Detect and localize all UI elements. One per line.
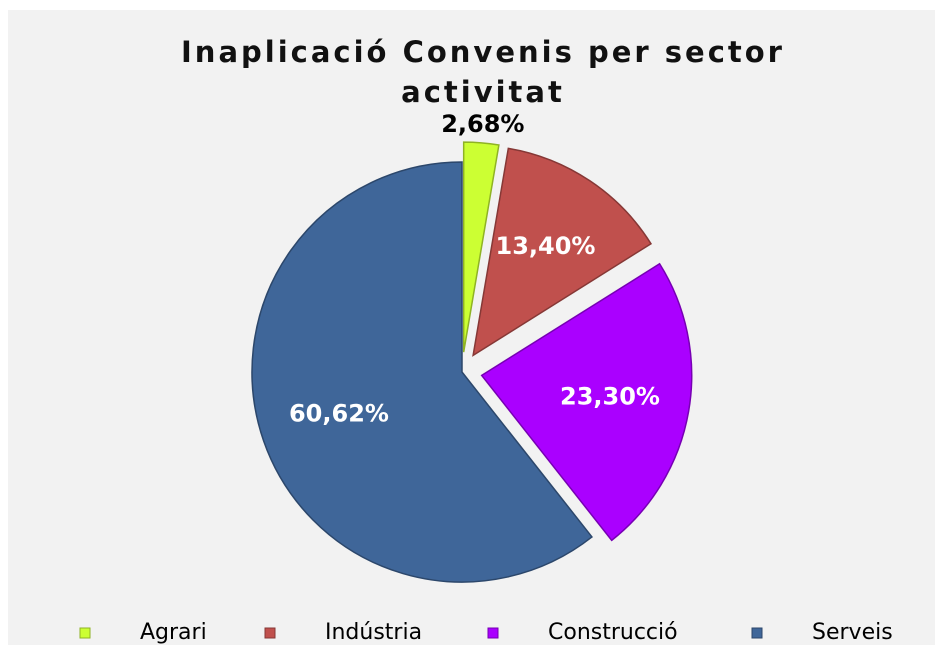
legend-label: Construcció xyxy=(548,620,678,645)
legend-marker xyxy=(264,627,276,639)
data-label: 23,30% xyxy=(560,383,660,411)
legend-label: Indústria xyxy=(325,620,422,645)
pie-slice xyxy=(462,141,500,353)
data-label: 60,62% xyxy=(289,400,389,428)
data-label: 13,40% xyxy=(496,232,596,260)
legend-label: Agrari xyxy=(140,620,207,645)
pie-slice xyxy=(472,147,653,357)
legend-marker xyxy=(79,627,91,639)
legend-label: Serveis xyxy=(812,620,893,645)
legend-marker xyxy=(487,627,499,639)
pie-slice xyxy=(251,161,594,583)
data-label: 2,68% xyxy=(441,110,524,138)
pie-slice xyxy=(480,262,693,542)
legend-marker xyxy=(751,627,763,639)
chart-title: Inaplicació Convenis per sector activita… xyxy=(181,35,785,109)
